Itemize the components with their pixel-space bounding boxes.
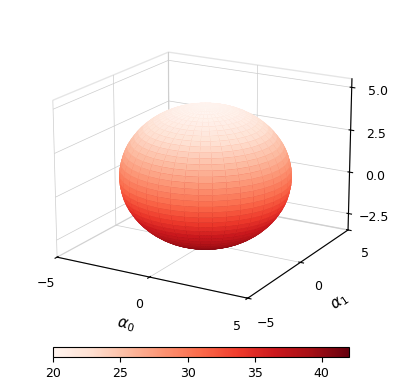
X-axis label: $\alpha_0$: $\alpha_0$ xyxy=(114,315,136,334)
Y-axis label: $\alpha_1$: $\alpha_1$ xyxy=(328,291,351,314)
